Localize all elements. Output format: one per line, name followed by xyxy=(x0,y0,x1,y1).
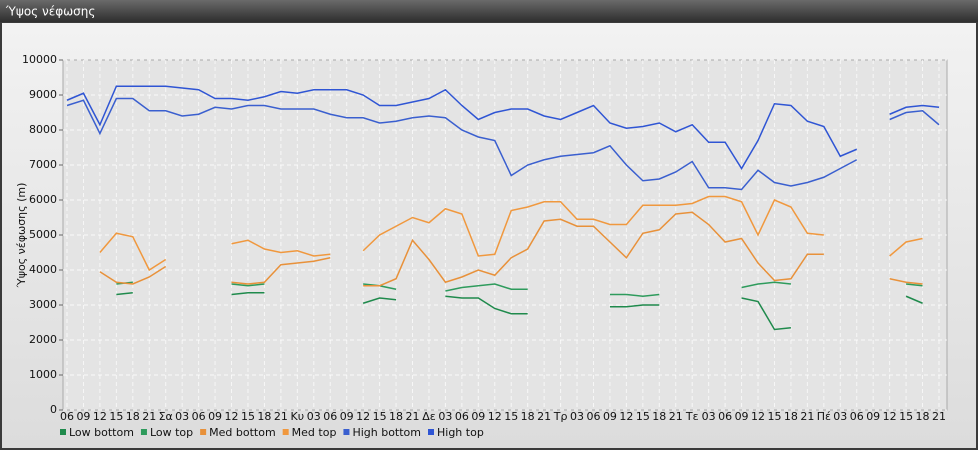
legend-label: Med top xyxy=(292,426,337,439)
x-tick-label: 09 xyxy=(471,410,485,423)
y-tick-label: 2000 xyxy=(29,333,57,346)
legend-swatch xyxy=(200,429,207,435)
x-tick-label: 06 xyxy=(850,410,864,423)
x-tick-label: 15 xyxy=(636,410,650,423)
y-tick-label: 5000 xyxy=(29,228,57,241)
legend-swatch xyxy=(140,429,147,435)
title-bar xyxy=(0,0,978,22)
legend-swatch xyxy=(60,429,66,435)
x-tick-label: 09 xyxy=(603,410,617,423)
y-tick-label: 7000 xyxy=(29,158,57,171)
x-tick-label: 03 xyxy=(833,410,847,423)
line-series xyxy=(116,292,923,331)
window-title: Ύψος νέφωσης xyxy=(5,5,95,19)
legend-label: Low top xyxy=(150,426,193,439)
x-tick-label: 06 xyxy=(718,410,732,423)
x-tick-label: 15 xyxy=(109,410,123,423)
y-tick-label: 1000 xyxy=(29,368,57,381)
x-tick-label: 18 xyxy=(916,410,930,423)
x-tick-label: 09 xyxy=(208,410,222,423)
x-tick-label: Τε xyxy=(685,410,699,423)
legend-label: High bottom xyxy=(352,426,421,439)
x-tick-label: 15 xyxy=(899,410,913,423)
x-tick-label: 03 xyxy=(307,410,321,423)
x-tick-label: 12 xyxy=(883,410,897,423)
y-tick-label: 3000 xyxy=(29,298,57,311)
y-tick-label: 8000 xyxy=(29,123,57,136)
x-tick-label: 09 xyxy=(866,410,880,423)
y-tick-label: 4000 xyxy=(29,263,57,276)
x-tick-label: 03 xyxy=(702,410,716,423)
y-tick-label: 0 xyxy=(50,403,57,416)
legend-label: Low bottom xyxy=(69,426,134,439)
x-tick-label: 06 xyxy=(586,410,600,423)
x-tick-label: 03 xyxy=(570,410,584,423)
x-tick-label: 12 xyxy=(93,410,107,423)
x-tick-label: 21 xyxy=(274,410,288,423)
line-series xyxy=(99,195,923,272)
x-tick-label: 06 xyxy=(192,410,206,423)
legend-swatch xyxy=(343,429,350,435)
legend-label: Med bottom xyxy=(209,426,276,439)
x-tick-label: Πέ xyxy=(817,410,831,423)
x-tick-label: 15 xyxy=(504,410,518,423)
line-series xyxy=(99,211,923,287)
legend-label: High top xyxy=(437,426,484,439)
x-tick-label: 18 xyxy=(521,410,535,423)
x-tick-label: 21 xyxy=(537,410,551,423)
x-tick-label: 06 xyxy=(455,410,469,423)
x-tick-label: 06 xyxy=(323,410,337,423)
x-tick-label: 12 xyxy=(488,410,502,423)
x-tick-label: 21 xyxy=(406,410,420,423)
x-tick-label: 12 xyxy=(751,410,765,423)
x-tick-label: 18 xyxy=(389,410,403,423)
x-tick-label: 12 xyxy=(356,410,370,423)
x-tick-label: 21 xyxy=(932,410,946,423)
y-tick-label: 9000 xyxy=(29,88,57,101)
x-tick-label: 03 xyxy=(438,410,452,423)
x-tick-label: 18 xyxy=(257,410,271,423)
x-tick-label: 12 xyxy=(225,410,239,423)
x-tick-label: 18 xyxy=(784,410,798,423)
x-tick-label: 09 xyxy=(340,410,354,423)
x-tick-label: 12 xyxy=(619,410,633,423)
y-axis-label: Ύψος νέφωσης (m) xyxy=(15,183,28,289)
legend-swatch xyxy=(428,429,434,435)
x-tick-label: 21 xyxy=(800,410,814,423)
line-series xyxy=(66,97,940,191)
x-tick-label: Δε xyxy=(422,410,436,423)
x-tick-label: 15 xyxy=(767,410,781,423)
x-tick-label: Κυ xyxy=(291,410,305,423)
x-tick-label: 03 xyxy=(175,410,189,423)
line-series xyxy=(66,85,940,170)
x-tick-label: 09 xyxy=(76,410,90,423)
x-tick-label: 09 xyxy=(735,410,749,423)
x-tick-label: 15 xyxy=(241,410,255,423)
x-tick-label: 21 xyxy=(142,410,156,423)
x-tick-label: 21 xyxy=(669,410,683,423)
x-tick-label: 18 xyxy=(652,410,666,423)
y-tick-label: 10000 xyxy=(22,53,57,66)
x-tick-label: 15 xyxy=(373,410,387,423)
legend-swatch xyxy=(282,429,289,435)
y-tick-label: 6000 xyxy=(29,193,57,206)
x-tick-label: Τρ xyxy=(553,410,568,423)
x-tick-label: 06 xyxy=(60,410,74,423)
x-tick-label: Σα xyxy=(159,410,173,423)
x-tick-label: 18 xyxy=(126,410,140,423)
